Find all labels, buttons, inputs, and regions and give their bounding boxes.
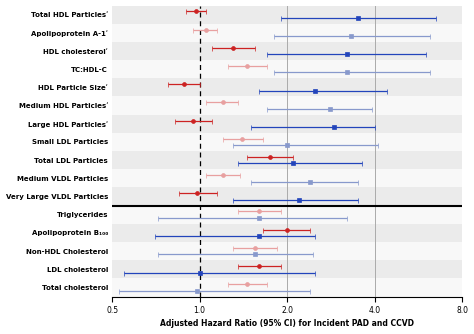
Bar: [112, 224, 463, 242]
Bar: [112, 42, 463, 60]
Bar: [112, 151, 463, 169]
Bar: [112, 169, 463, 187]
Bar: [112, 60, 463, 78]
Bar: [112, 115, 463, 133]
Bar: [112, 278, 463, 297]
X-axis label: Adjusted Hazard Ratio (95% CI) for Incident PAD and CCVD: Adjusted Hazard Ratio (95% CI) for Incid…: [160, 319, 414, 328]
Bar: [112, 260, 463, 278]
Bar: [112, 97, 463, 115]
Bar: [112, 206, 463, 224]
Bar: [112, 78, 463, 97]
Bar: [112, 24, 463, 42]
Bar: [112, 133, 463, 151]
Bar: [112, 6, 463, 24]
Bar: [112, 187, 463, 206]
Bar: [112, 242, 463, 260]
